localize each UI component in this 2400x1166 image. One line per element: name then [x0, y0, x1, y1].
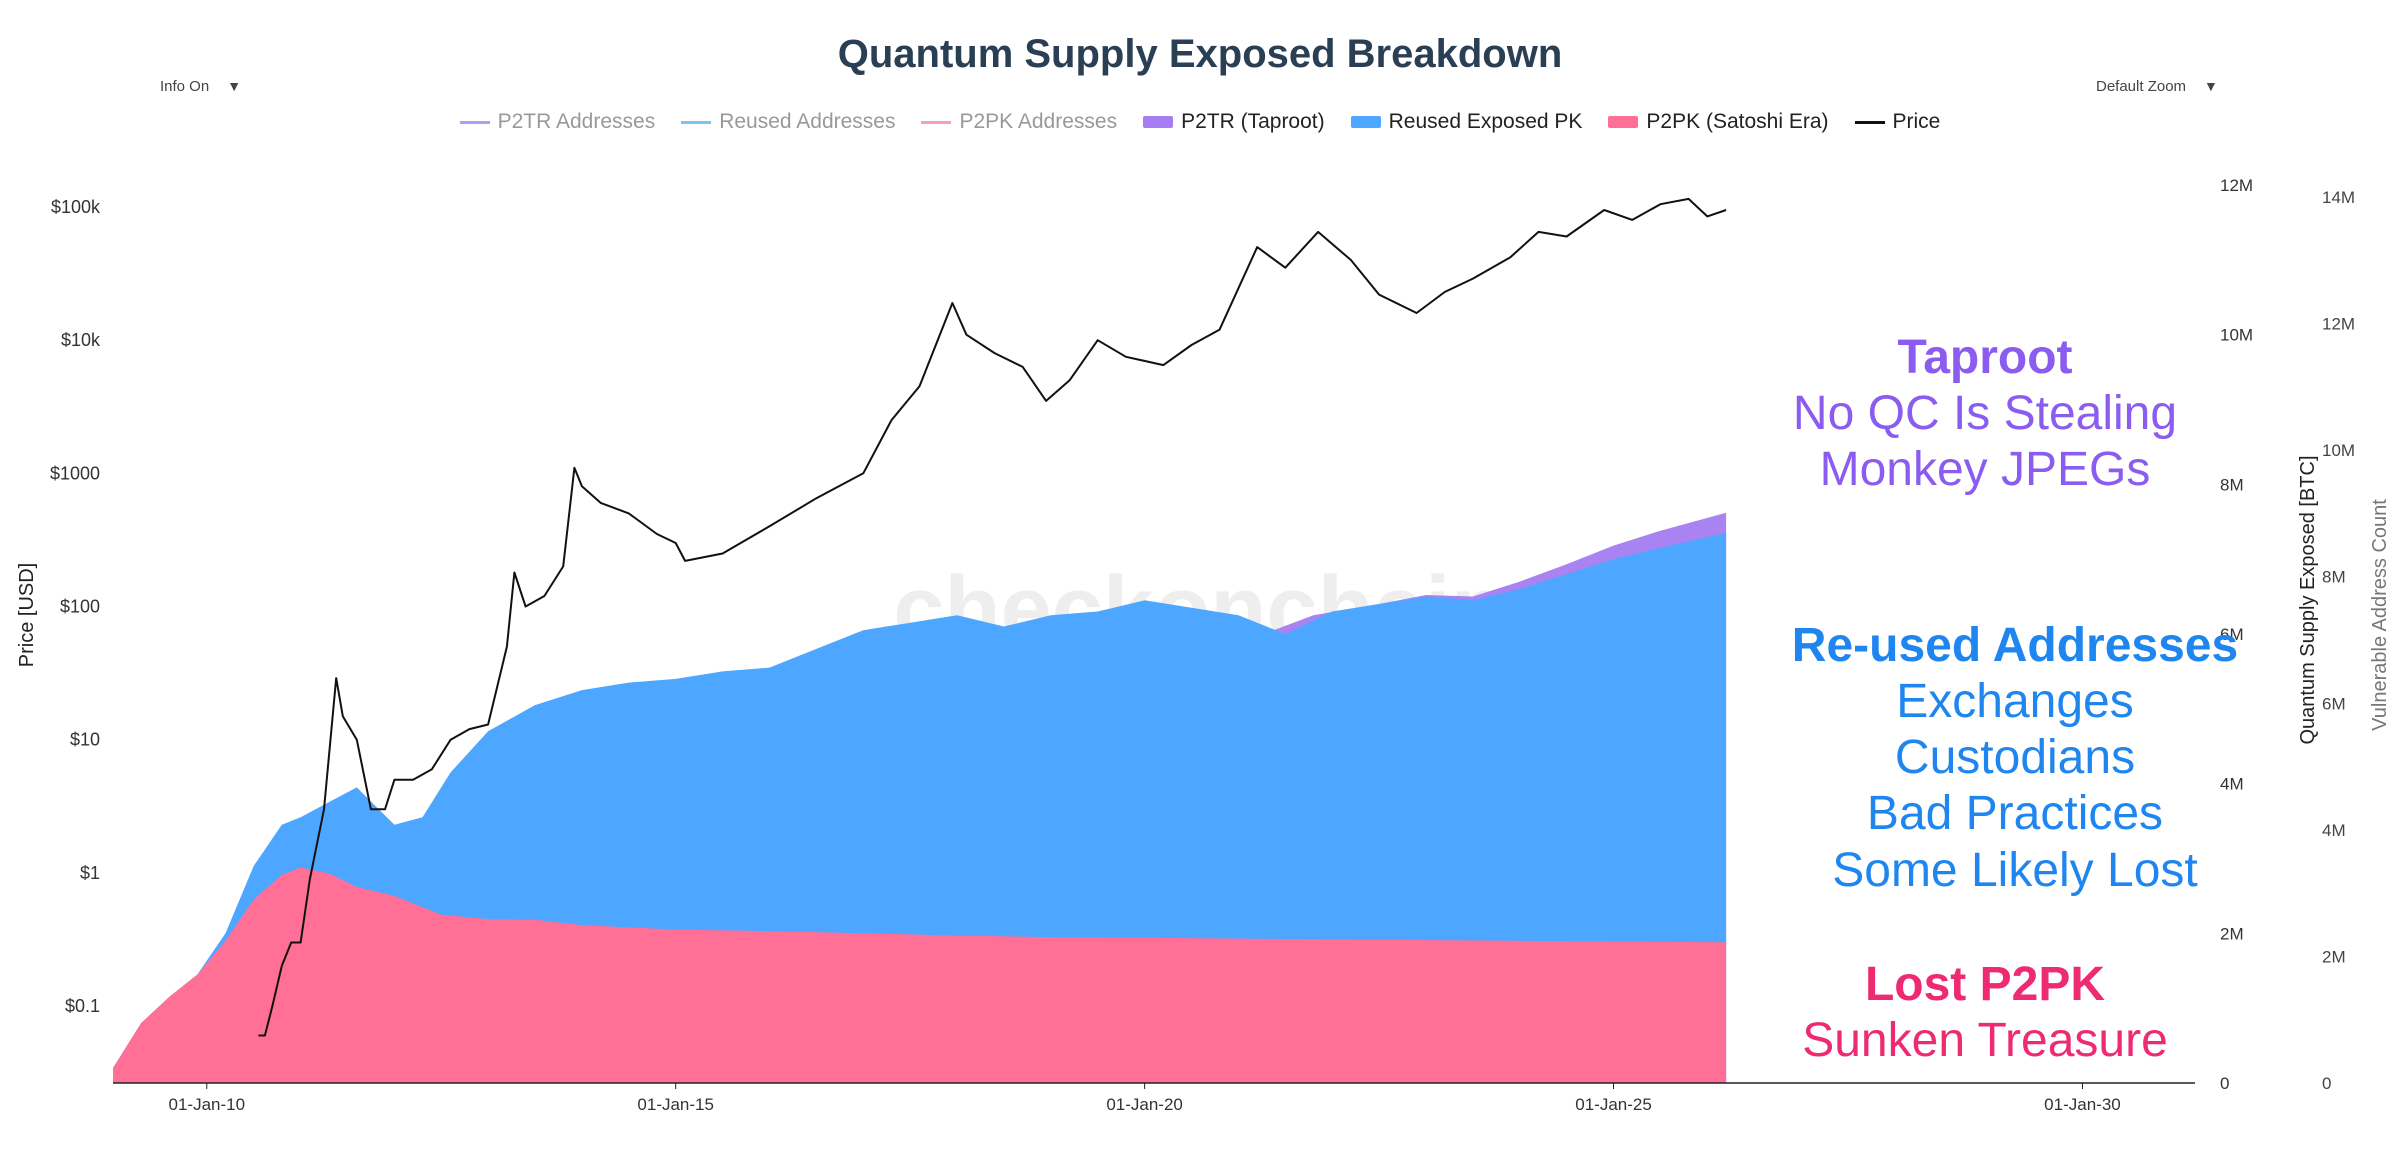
- y-right2-tick-label: 8M: [2322, 568, 2346, 587]
- legend-label: Price: [1892, 110, 1941, 133]
- legend-item[interactable]: Price: [1854, 110, 1941, 134]
- y-right1-tick-label: 12M: [2220, 176, 2253, 195]
- y-left-tick-label: $0.1: [65, 996, 100, 1016]
- y-right1-tick-label: 2M: [2220, 924, 2244, 943]
- y-left-tick-label: $100k: [51, 197, 101, 217]
- legend-label: Reused Exposed PK: [1388, 110, 1583, 133]
- annotation-line: No QC Is Stealing: [1792, 387, 2178, 441]
- info-toggle-label: Info On: [160, 78, 210, 95]
- y-right1-tick-label: 0: [2220, 1074, 2229, 1093]
- annotation-taproot: Taproot No QC Is Stealing Monkey JPEGs: [1700, 330, 2270, 498]
- legend-label: P2TR Addresses: [497, 110, 656, 133]
- area-p2pk: [113, 867, 1727, 1083]
- y-right1-tick-label: 8M: [2220, 475, 2244, 494]
- legend-item[interactable]: P2TR (Taproot): [1143, 110, 1325, 134]
- legend-item[interactable]: P2PK Addresses: [921, 110, 1117, 134]
- y-left-tick-label: $10k: [61, 330, 101, 350]
- legend-item[interactable]: P2TR Addresses: [459, 110, 656, 134]
- legend-label: Reused Addresses: [719, 110, 896, 133]
- legend-swatch: [1350, 116, 1381, 128]
- x-tick-label: 01-Jan-20: [1106, 1095, 1183, 1114]
- y-left-tick-label: $1: [80, 863, 100, 883]
- y-right2-tick-label: 10M: [2322, 441, 2355, 460]
- zoom-dropdown[interactable]: Default Zoom ▼: [2096, 78, 2218, 95]
- annotation-reused: Re-used Addresses Exchanges Custodians Bad …: [1700, 618, 2330, 899]
- y-left-tick-label: $100: [60, 597, 100, 617]
- legend-swatch: [921, 120, 952, 124]
- annotation-heading: Re-used Addresses: [1791, 619, 2239, 672]
- y-right1-tick-label: 10M: [2220, 326, 2253, 345]
- annotation-line: Some Likely Lost: [1832, 843, 2198, 897]
- legend-swatch: [681, 120, 712, 124]
- price-line: [258, 197, 1727, 1037]
- legend-label: P2TR (Taproot): [1181, 110, 1325, 133]
- legend-item[interactable]: Reused Exposed PK: [1350, 110, 1583, 134]
- chevron-down-icon: ▼: [227, 78, 242, 94]
- annotation-line: Custodians: [1894, 731, 2136, 785]
- annotation-p2pk: Lost P2PK Sunken Treasure: [1700, 957, 2270, 1069]
- chart-title: Quantum Supply Exposed Breakdown: [837, 32, 1563, 76]
- annotation-line: Bad Practices: [1866, 787, 2164, 841]
- y-right2-tick-label: 6M: [2322, 694, 2346, 713]
- y-right2-axis-label: Vulnerable Address Count: [2369, 499, 2391, 731]
- y-right1-tick-label: 6M: [2220, 625, 2244, 644]
- y-right2-tick-label: 2M: [2322, 947, 2346, 966]
- annotation-line: Sunken Treasure: [1802, 1014, 2168, 1068]
- y-right2-tick-label: 12M: [2322, 315, 2355, 334]
- y-right1-axis-label: Quantum Supply Exposed [BTC]: [2297, 455, 2319, 744]
- annotation-line: Monkey JPEGs: [1819, 443, 2151, 497]
- x-tick-label: 01-Jan-15: [637, 1095, 714, 1114]
- legend-item[interactable]: Reused Addresses: [681, 110, 895, 134]
- y-left-tick-label: $1000: [50, 463, 100, 483]
- annotation-line: Exchanges: [1896, 675, 2134, 729]
- legend-label: P2PK Addresses: [959, 110, 1118, 133]
- y-right1-tick-label: 4M: [2220, 775, 2244, 794]
- legend-label: P2PK (Satoshi Era): [1646, 110, 1829, 133]
- y-right2-tick-label: 0: [2322, 1074, 2331, 1093]
- y-left-axis-label: Price [USD]: [16, 563, 38, 667]
- x-tick-label: 01-Jan-10: [169, 1095, 246, 1114]
- y-left-tick-label: $10: [70, 730, 100, 750]
- legend: P2TR Addresses Reused Addresses P2PK Addre…: [0, 110, 2400, 134]
- y-right2-tick-label: 4M: [2322, 821, 2346, 840]
- legend-item[interactable]: P2PK (Satoshi Era): [1608, 110, 1829, 134]
- annotation-heading: Lost P2PK: [1864, 958, 2106, 1011]
- legend-swatch: [1854, 120, 1885, 124]
- y-right2-tick-label: 14M: [2322, 188, 2355, 207]
- info-toggle-dropdown[interactable]: Info On ▼: [160, 78, 241, 95]
- legend-swatch: [459, 120, 490, 124]
- legend-swatch: [1143, 116, 1174, 128]
- chevron-down-icon: ▼: [2204, 78, 2218, 94]
- x-tick-label: 01-Jan-25: [1575, 1095, 1652, 1114]
- annotation-heading: Taproot: [1897, 331, 2073, 384]
- legend-swatch: [1608, 116, 1639, 128]
- zoom-label: Default Zoom: [2096, 78, 2187, 95]
- x-tick-label: 01-Jan-30: [2044, 1095, 2121, 1114]
